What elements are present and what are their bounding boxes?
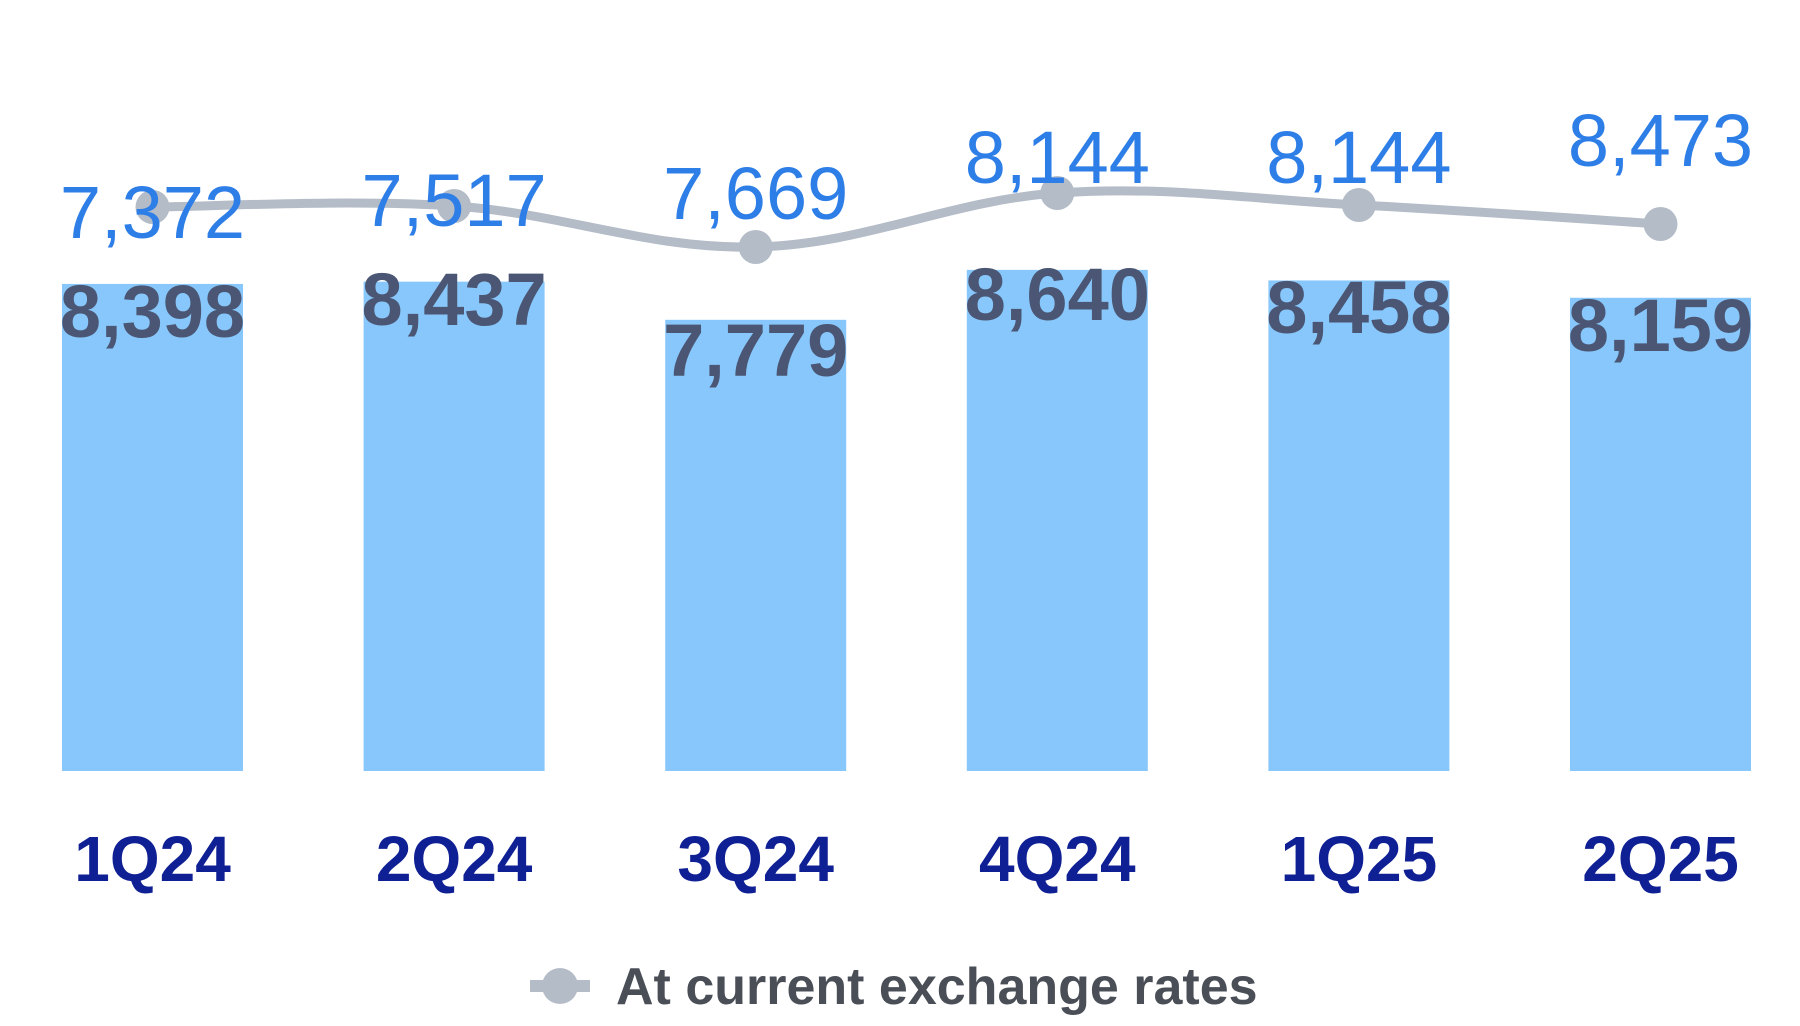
bar-value-label: 8,458: [1266, 266, 1451, 349]
category-label-3q24: 3Q24: [677, 823, 834, 895]
category-label-4q24: 4Q24: [979, 823, 1136, 895]
bar-1q25: [1268, 280, 1450, 771]
bar-2q25: [1570, 297, 1751, 771]
line-series: [135, 176, 1678, 264]
line-value-labels: 7,372 7,517 7,669 8,144 8,144 8,473: [60, 99, 1753, 254]
category-label-1q25: 1Q25: [1281, 823, 1438, 895]
line-value-label: 8,144: [1266, 116, 1451, 199]
legend-dot-marker: [542, 968, 578, 1004]
legend-label: At current exchange rates: [616, 958, 1258, 1016]
legend: At current exchange rates: [530, 958, 1258, 1016]
bar-value-label: 8,159: [1568, 284, 1753, 367]
line-value-label: 7,372: [60, 171, 245, 254]
bar-3q24: [665, 319, 847, 771]
category-label-2q25: 2Q25: [1582, 823, 1739, 895]
line-point-3q24: [738, 230, 773, 264]
line-value-label: 8,473: [1568, 99, 1753, 182]
category-label-1q24: 1Q24: [74, 823, 231, 895]
line-value-label: 8,144: [965, 116, 1150, 199]
line-point-2q24: [437, 189, 472, 223]
bar-value-label: 8,640: [965, 253, 1150, 336]
line-point-4q24: [1040, 176, 1075, 210]
bar-value-label: 7,779: [663, 309, 848, 392]
bars: [62, 269, 1751, 771]
bar-1q24: [62, 283, 243, 771]
bar-2q24: [363, 281, 545, 771]
bar-value-label: 8,398: [60, 270, 245, 353]
line-value-label: 7,517: [362, 159, 547, 242]
category-labels: 1Q24 2Q24 3Q24 4Q24 1Q25 2Q25: [74, 823, 1739, 895]
line-point-2q25: [1643, 207, 1678, 241]
line-point-1q25: [1341, 188, 1376, 222]
bar-value-labels: 8,398 8,437 7,779 8,640 8,458 8,159: [60, 253, 1753, 392]
line-path: [148, 186, 1665, 252]
line-point-1q24: [135, 190, 170, 224]
category-label-2q24: 2Q24: [376, 823, 533, 895]
line-value-label: 7,669: [663, 152, 848, 235]
bar-4q24: [966, 269, 1148, 771]
bar-value-label: 8,437: [362, 258, 547, 341]
